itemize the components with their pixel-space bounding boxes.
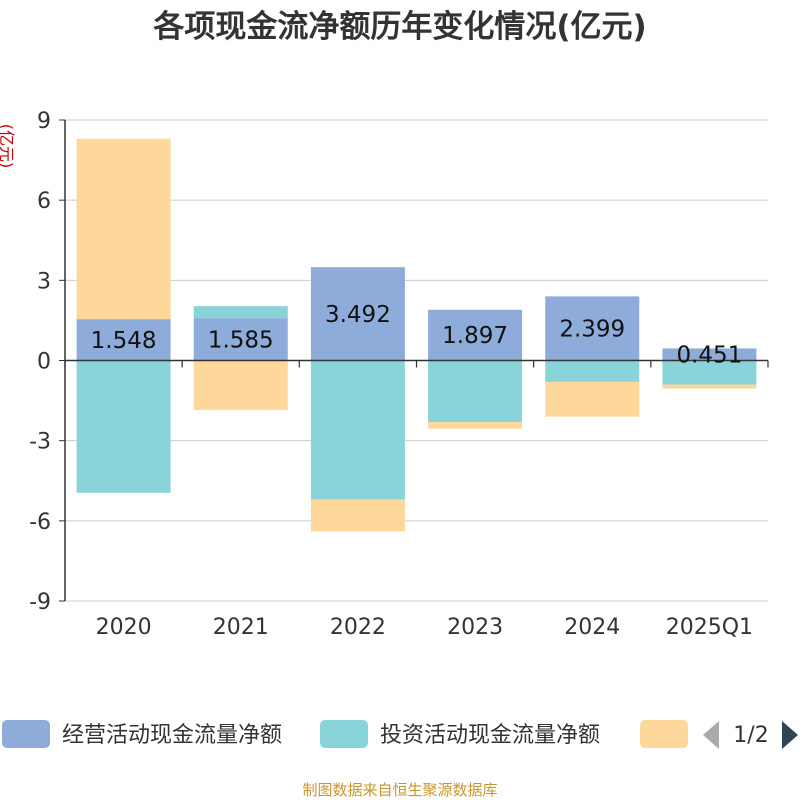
y-tick-label: -6 — [29, 510, 51, 535]
bar-segment — [428, 309, 523, 361]
legend: 经营活动现金流量净额 投资活动现金流量净额 1/2 — [2, 720, 798, 749]
source-note: 制图数据来自恒生聚源数据库 — [302, 781, 497, 799]
bar-segment — [662, 348, 757, 361]
y-tick-label: 3 — [37, 269, 51, 294]
bar-segment — [545, 296, 640, 361]
data-label: 1.897 — [442, 323, 508, 349]
legend-swatch — [320, 720, 368, 748]
data-label: 2.399 — [559, 316, 625, 342]
y-tick-label: 0 — [37, 350, 51, 375]
bar-segment — [545, 381, 640, 417]
bar-segment — [662, 384, 757, 389]
legend-swatch — [2, 720, 50, 748]
data-label: 1.585 — [208, 327, 274, 353]
bar-series — [76, 138, 757, 532]
legend-prev-page-icon[interactable] — [703, 721, 719, 749]
bar-segment — [310, 360, 405, 500]
chart-title: 各项现金流净额历年变化情况(亿元) — [152, 9, 646, 45]
x-tick-label: 2025Q1 — [666, 615, 753, 640]
bar-segment — [76, 138, 171, 320]
data-label: 1.548 — [91, 328, 157, 354]
bar-segment — [193, 360, 288, 410]
legend-swatch — [640, 720, 688, 748]
y-tick-label: -3 — [29, 430, 51, 455]
legend-next-page-icon[interactable] — [782, 721, 798, 749]
legend-label: 经营活动现金流量净额 — [62, 723, 282, 748]
y-tick-label: -9 — [29, 590, 51, 615]
bar-segment — [310, 499, 405, 532]
x-tick-label: 2023 — [447, 615, 503, 640]
data-label: 3.492 — [325, 302, 391, 328]
x-tick-label: 2020 — [96, 615, 152, 640]
x-tick-label: 2024 — [564, 615, 620, 640]
y-axis-label: (亿元) — [0, 124, 16, 169]
bar-segment — [662, 360, 757, 385]
y-tick-label: 9 — [37, 109, 51, 134]
y-tick-label: 6 — [37, 189, 51, 214]
data-label: 0.451 — [676, 342, 742, 368]
bar-segment — [310, 267, 405, 361]
bar-segment — [193, 318, 288, 361]
bar-segment — [428, 360, 523, 422]
legend-page-indicator: 1/2 — [733, 723, 768, 748]
data-labels: 1.548 1.585 3.492 1.897 2.399 0.451 — [91, 302, 743, 369]
x-tick-label: 2022 — [330, 615, 386, 640]
legend-label: 投资活动现金流量净额 — [380, 723, 600, 748]
bar-segment — [193, 306, 288, 319]
bar-segment — [76, 360, 171, 493]
x-tick-label: 2021 — [213, 615, 269, 640]
bar-segment — [76, 319, 171, 361]
axes: 9 6 3 0 -3 -6 -9 2020 2021 2022 2023 2024 2025Q1 — [29, 109, 769, 640]
bar-segment — [545, 360, 640, 382]
bar-segment — [428, 421, 523, 429]
